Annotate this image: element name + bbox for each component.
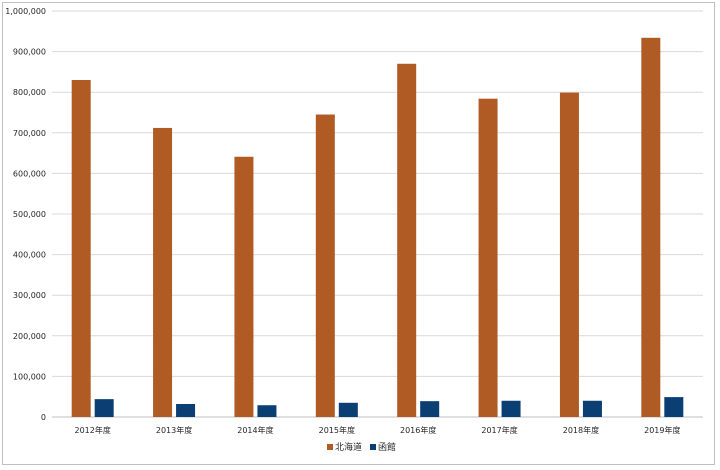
legend-swatch bbox=[370, 444, 376, 450]
y-tick-label: 300,000 bbox=[13, 291, 46, 300]
y-tick-label: 900,000 bbox=[13, 48, 46, 57]
x-tick-label: 2013年度 bbox=[156, 425, 192, 435]
bar-hokkaido bbox=[559, 92, 579, 417]
bar-hakodate bbox=[338, 402, 358, 417]
bar-hakodate bbox=[257, 405, 277, 417]
legend: 北海道 函館 bbox=[327, 441, 396, 453]
bar-hakodate bbox=[582, 400, 602, 417]
gridlines bbox=[52, 10, 703, 418]
x-tick-label: 2015年度 bbox=[319, 425, 355, 435]
legend-swatch bbox=[327, 444, 333, 450]
bar-hakodate bbox=[94, 399, 114, 417]
x-axis-ticks: 2012年度 2013年度 2014年度 2015年度 2016年度 2017年度 2018… bbox=[75, 425, 681, 435]
x-tick-label: 2019年度 bbox=[644, 425, 680, 435]
x-tick-label: 2017年度 bbox=[481, 425, 517, 435]
x-tick-label: 2016年度 bbox=[400, 425, 436, 435]
y-tick-label: 400,000 bbox=[13, 251, 46, 260]
bar-hokkaido bbox=[153, 127, 173, 417]
x-tick-label: 2014年度 bbox=[237, 425, 273, 435]
x-tick-label: 2018年度 bbox=[563, 425, 599, 435]
bar-hakodate bbox=[176, 404, 196, 417]
bar-hakodate bbox=[664, 397, 684, 417]
bar-hokkaido bbox=[71, 80, 91, 418]
bar-hokkaido bbox=[478, 98, 498, 418]
y-tick-label: 600,000 bbox=[13, 169, 46, 178]
bar-hokkaido bbox=[315, 114, 335, 417]
y-tick-label: 500,000 bbox=[13, 210, 46, 219]
bar-hakodate bbox=[501, 400, 521, 417]
y-tick-label: 100,000 bbox=[13, 372, 46, 381]
legend-label: 北海道 bbox=[335, 441, 362, 453]
bar-hokkaido bbox=[234, 156, 254, 417]
bar-hokkaido bbox=[397, 63, 417, 417]
legend-label: 函館 bbox=[378, 441, 396, 453]
bars bbox=[71, 37, 684, 418]
y-tick-label: 1,000,000 bbox=[5, 7, 46, 16]
y-tick-label: 200,000 bbox=[13, 332, 46, 341]
x-tick-label: 2012年度 bbox=[75, 425, 111, 435]
bar-hakodate bbox=[420, 401, 440, 417]
y-tick-label: 800,000 bbox=[13, 88, 46, 97]
y-axis-ticks: 0 100,000 200,000 300,000 400,000 500,000 600,… bbox=[5, 7, 46, 422]
chart-frame bbox=[2, 2, 715, 465]
y-tick-label: 700,000 bbox=[13, 129, 46, 138]
y-tick-label: 0 bbox=[41, 413, 46, 422]
bar-hokkaido bbox=[641, 37, 661, 418]
